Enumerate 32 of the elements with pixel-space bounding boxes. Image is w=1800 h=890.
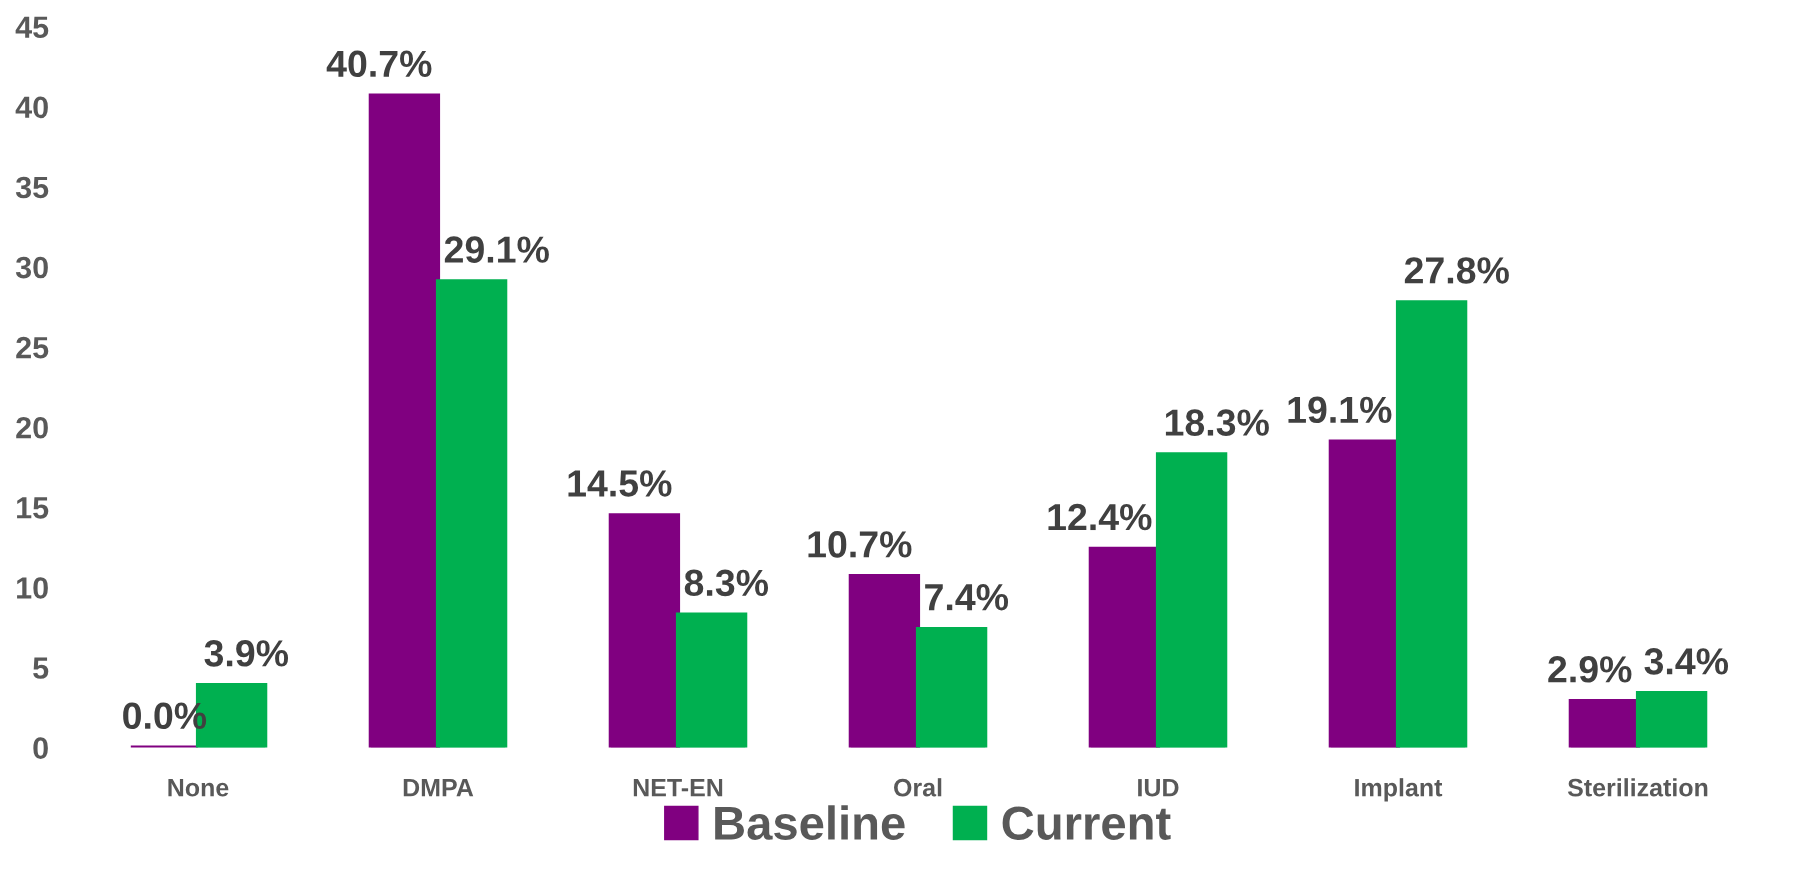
data-label: 10.7% bbox=[808, 531, 912, 558]
x-tick-label: DMPA bbox=[403, 779, 474, 797]
y-tick-label: 10 bbox=[17, 577, 48, 599]
data-label: 19.1% bbox=[1288, 396, 1392, 424]
data-label: 2.9% bbox=[1548, 656, 1632, 683]
data-label: 3.4% bbox=[1644, 648, 1729, 675]
legend-label: Current bbox=[1002, 806, 1171, 840]
data-label: 8.3% bbox=[684, 569, 769, 597]
y-tick-label: 45 bbox=[15, 16, 49, 39]
y-tick-label: 25 bbox=[16, 336, 49, 359]
legend-label: Baseline bbox=[715, 805, 905, 840]
data-label: 27.8% bbox=[1404, 257, 1509, 284]
x-tick-label: None bbox=[168, 779, 229, 797]
y-tick-label: 35 bbox=[15, 176, 49, 199]
x-tick-label: Oral bbox=[894, 778, 942, 797]
y-tick-label: 20 bbox=[16, 416, 48, 439]
y-tick-label: 0 bbox=[33, 737, 48, 759]
y-tick-label: 15 bbox=[17, 497, 49, 519]
y-tick-label: 5 bbox=[33, 657, 49, 679]
data-label: 7.4% bbox=[925, 584, 1009, 611]
x-tick-label: NET-EN bbox=[633, 779, 723, 797]
x-tick-label: IUD bbox=[1138, 779, 1179, 797]
data-label: 12.4% bbox=[1048, 503, 1152, 531]
x-tick-label: Implant bbox=[1355, 778, 1443, 802]
x-tick-label: Sterilization bbox=[1567, 778, 1708, 797]
data-label: 14.5% bbox=[568, 470, 672, 497]
y-tick-label: 30 bbox=[15, 256, 48, 279]
data-label: 18.3% bbox=[1165, 409, 1269, 436]
y-tick-label: 40 bbox=[15, 96, 48, 119]
data-label: 29.1% bbox=[444, 236, 549, 263]
data-label: 3.9% bbox=[204, 640, 289, 667]
data-label: 40.7% bbox=[326, 50, 432, 78]
